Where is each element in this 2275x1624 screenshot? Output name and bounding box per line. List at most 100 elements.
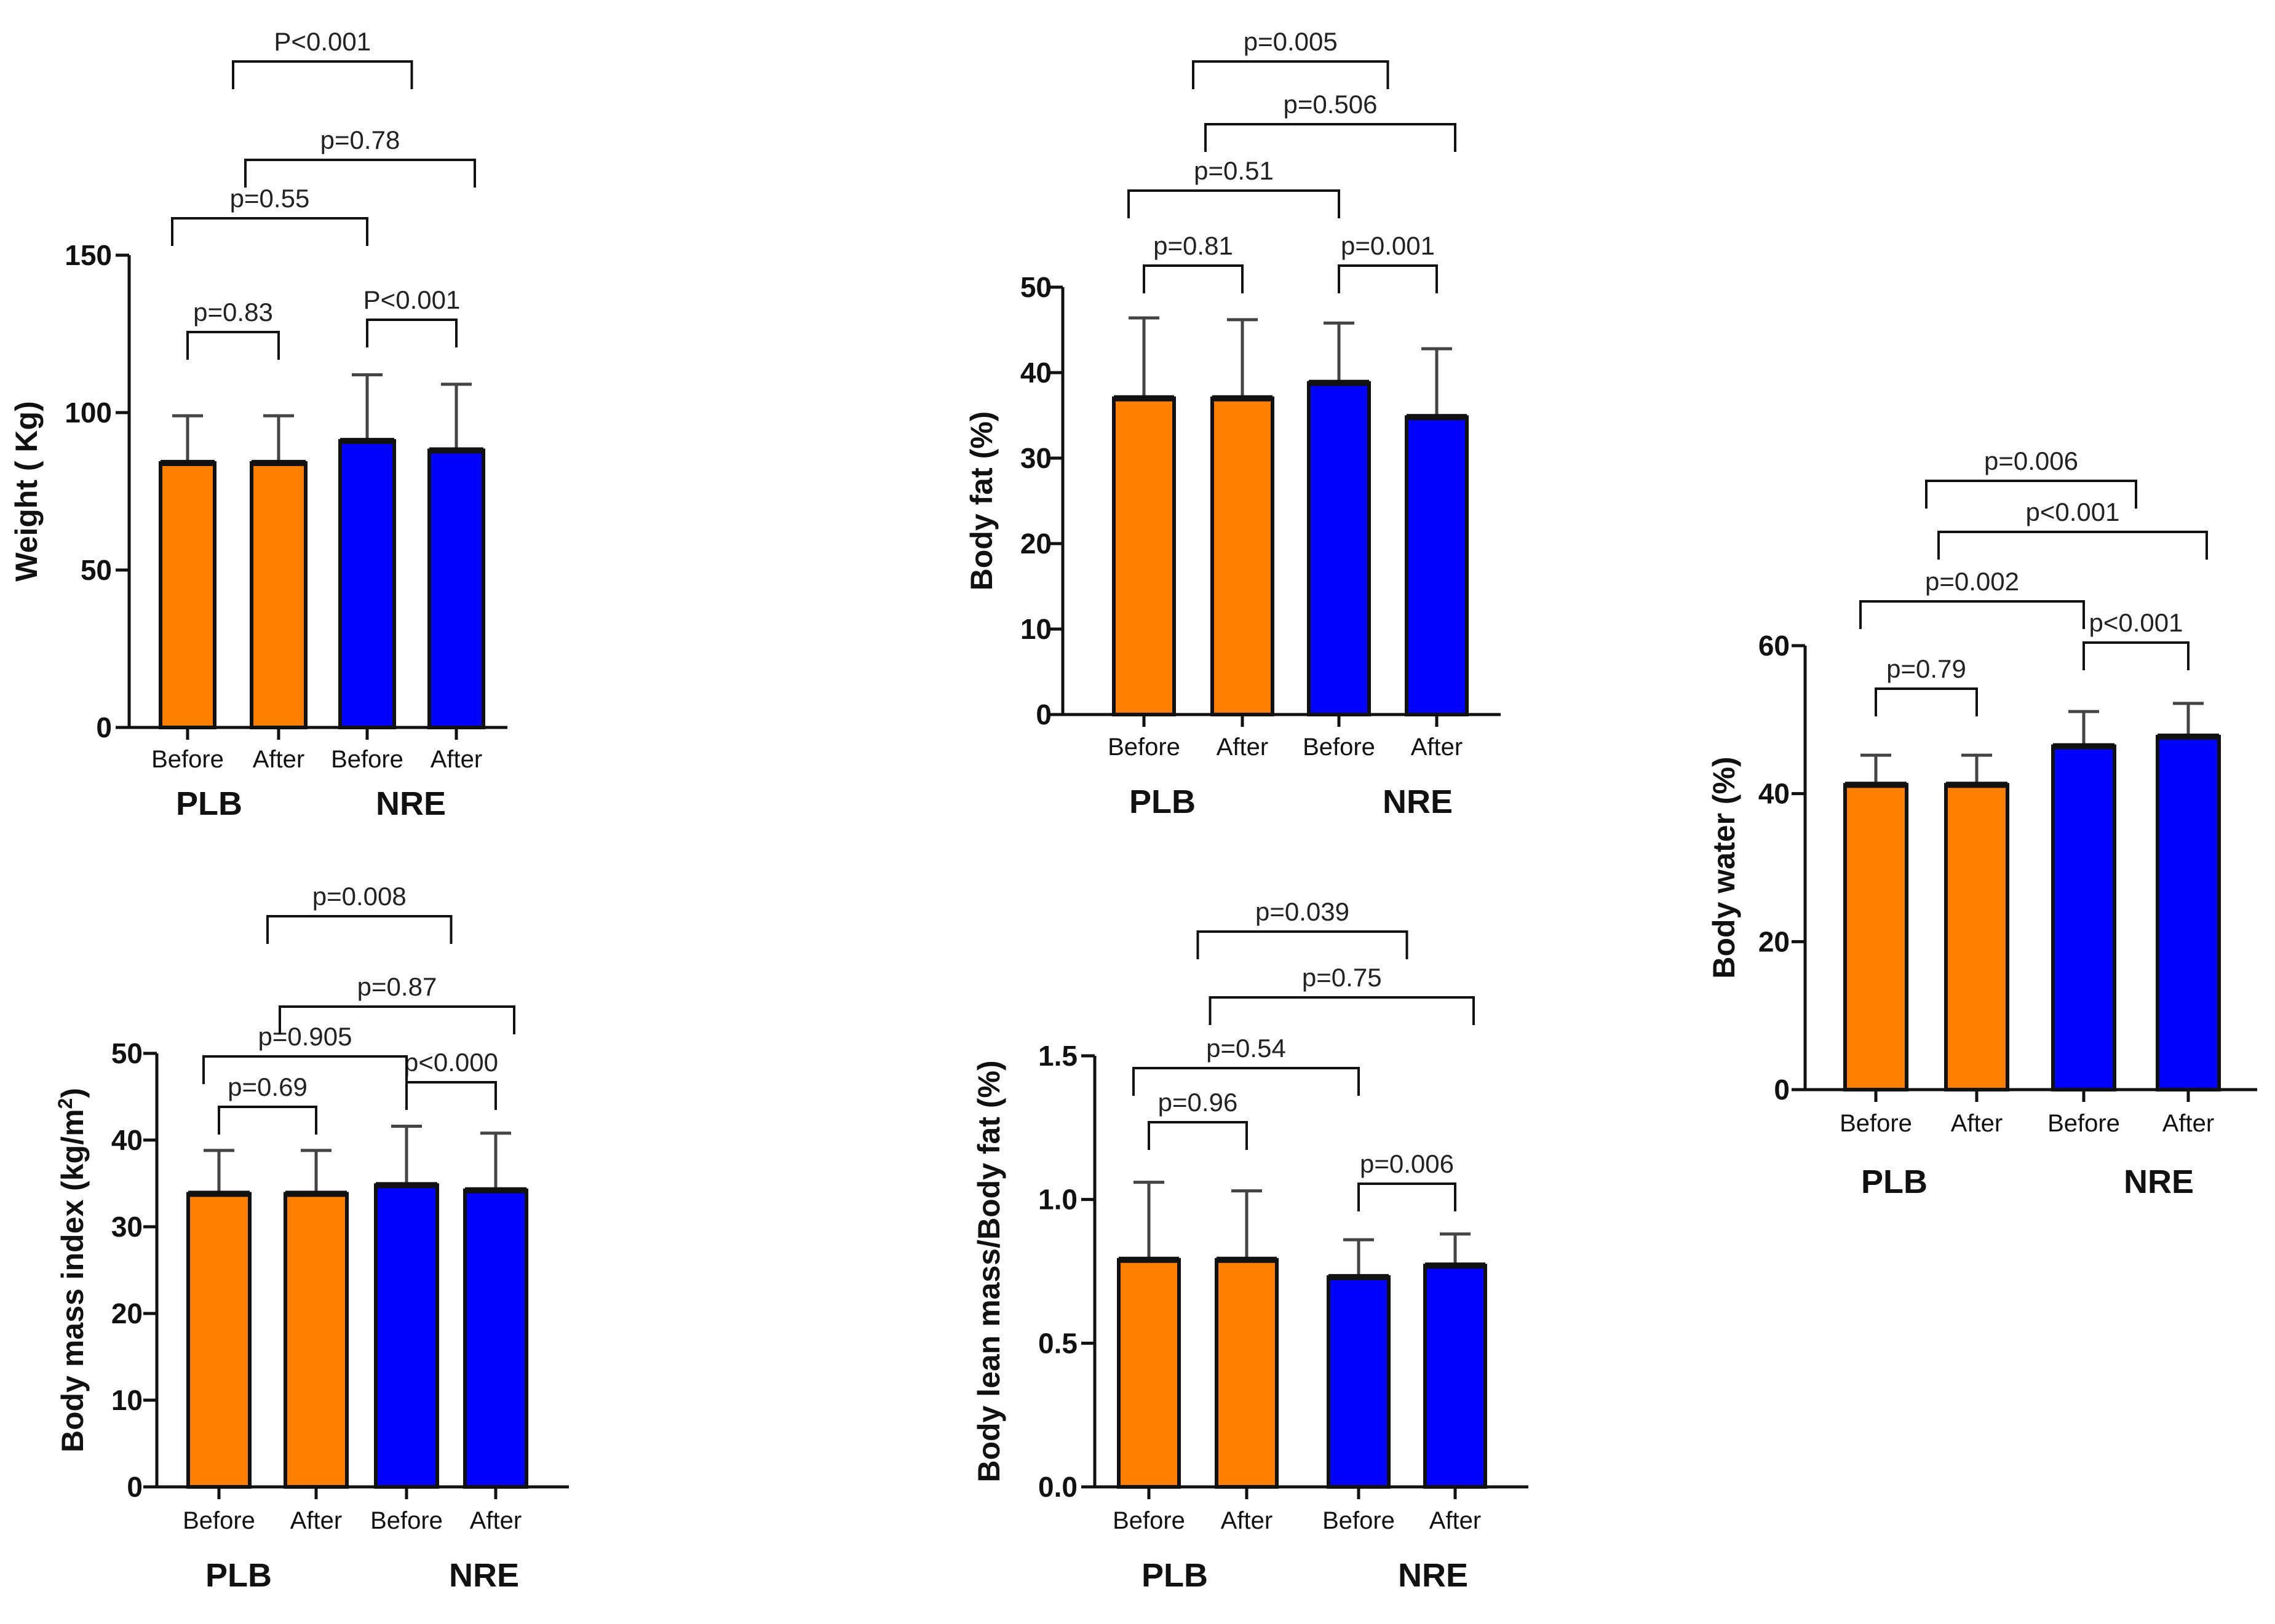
chart-body-fat-category-label: Before [1303,734,1375,761]
chart-body-water-p-value-label: p<0.001 [2089,608,2183,637]
chart-body-fat-y-tick-label: 50 [1020,271,1052,303]
chart-lean-fat-ratio-p-value-label: p=0.75 [1302,963,1382,992]
chart-lean-fat-ratio-bar [1423,1264,1487,1489]
chart-body-water: 0 20 40 60 Body water (%) Before After Before Af… [1707,446,2257,1200]
chart-lean-fat-ratio-p-value-label: p=0.006 [1360,1149,1454,1178]
chart-bmi-category-label: Before [183,1507,255,1534]
chart-bmi-category-label: Before [370,1507,443,1534]
chart-weight-y-axis-title: Weight ( Kg) [9,401,44,581]
chart-bmi-comparison-bracket [202,1055,408,1084]
chart-bmi-comparison-bracket [266,915,453,944]
chart-lean-fat-ratio-category-label: Before [1113,1507,1185,1534]
chart-weight-category-label: Before [331,746,403,773]
chart-weight-y-tick-label: 50 [81,554,112,586]
chart-bmi-comparison-bracket [405,1081,497,1110]
chart-lean-fat-ratio-group-label: PLB [1141,1557,1208,1594]
chart-body-fat-y-tick-label: 20 [1020,528,1052,560]
chart-body-water-y-tick-label: 20 [1758,925,1790,957]
chart-weight-p-value-label: P<0.001 [274,27,371,56]
chart-lean-fat-ratio-comparison-bracket [1357,1182,1456,1211]
chart-weight-category-label: Before [151,746,224,773]
chart-weight-bar [250,461,308,729]
chart-body-fat-p-value-label: p=0.001 [1341,231,1435,260]
chart-body-water-y-tick-label: 60 [1758,630,1790,662]
chart-body-water-y-tick-label: 40 [1758,778,1790,810]
chart-bmi-bar [463,1188,528,1489]
chart-body-water-bar [2051,744,2116,1091]
chart-body-water-comparison-bracket [1859,600,2085,629]
chart-lean-fat-ratio-comparison-bracket [1209,996,1475,1025]
chart-bmi-y-tick-label: 30 [111,1211,143,1243]
chart-bmi-category-label: After [290,1507,342,1534]
chart-body-fat-group-label: NRE [1383,783,1453,820]
chart-body-water-comparison-bracket [1875,687,1978,716]
chart-lean-fat-ratio-comparison-bracket [1148,1121,1248,1150]
chart-body-water-bar [1843,783,1908,1092]
chart-weight-comparison-bracket [186,331,280,360]
chart-lean-fat-ratio-bar [1327,1275,1391,1489]
chart-body-water-y-axis-title: Body water (%) [1707,756,1741,978]
chart-body-fat-comparison-bracket [1143,264,1244,293]
chart-body-fat-category-label: After [1217,734,1268,761]
chart-weight-bar [338,439,396,730]
chart-bmi-p-value-label: p=0.905 [258,1022,352,1051]
chart-weight-group-label: PLB [176,785,242,822]
chart-weight-comparison-bracket [232,60,413,89]
chart-body-water-comparison-bracket [1925,480,2137,509]
chart-lean-fat-ratio-p-value-label: p=0.96 [1158,1088,1238,1117]
chart-bmi-group-label: PLB [205,1557,272,1594]
chart-weight-group-label: NRE [376,785,446,822]
chart-lean-fat-ratio-p-value-label: p=0.54 [1206,1034,1286,1063]
chart-weight-category-label: After [253,746,304,773]
chart-bmi-y-tick-label: 10 [111,1384,143,1416]
chart-lean-fat-ratio-y-tick-label: 1.0 [1038,1184,1078,1216]
chart-body-water-category-label: After [1951,1110,2003,1137]
chart-lean-fat-ratio-group-label: NRE [1398,1557,1468,1594]
chart-body-fat-bar [1210,396,1274,716]
chart-body-fat: 0 10 20 30 40 50 Body fat (%) Before After Before… [964,27,1501,820]
chart-body-water-group-label: NRE [2124,1163,2194,1200]
chart-bmi-p-value-label: p=0.008 [312,882,407,911]
chart-body-fat-comparison-bracket [1127,189,1340,218]
chart-weight-bar [427,448,485,729]
chart-body-water-comparison-bracket [1937,531,2208,560]
chart-body-water-comparison-bracket [2082,641,2190,670]
chart-bmi-y-tick-label: 50 [111,1037,143,1069]
chart-weight-p-value-label: p=0.55 [230,184,310,213]
chart-body-water-bar [1944,783,2009,1092]
chart-bmi-y-tick-label: 0 [127,1471,143,1503]
chart-weight-y-tick-label: 100 [65,397,112,429]
chart-lean-fat-ratio-y-tick-label: 0.0 [1038,1471,1078,1503]
chart-body-fat-p-value-label: p=0.506 [1284,90,1378,119]
chart-body-fat-bar [1405,415,1469,717]
chart-body-fat-comparison-bracket [1204,123,1456,152]
chart-bmi-bar [374,1183,439,1489]
chart-weight-comparison-bracket [171,217,368,246]
chart-lean-fat-ratio: 0.0 0.5 1.0 1.5 Body lean mass/Body fat (%) B… [972,897,1528,1594]
chart-body-fat-y-tick-label: 0 [1036,699,1052,731]
chart-body-water-y-tick-label: 0 [1774,1074,1790,1106]
chart-bmi-bar [284,1192,349,1489]
chart-bmi-bar [186,1192,252,1489]
chart-body-water-group-label: PLB [1861,1163,1928,1200]
chart-lean-fat-ratio-p-value-label: p=0.039 [1255,897,1349,926]
chart-body-fat-category-label: After [1411,734,1463,761]
chart-weight-y-tick-label: 150 [65,239,112,271]
chart-body-fat-p-value-label: p=0.005 [1244,27,1338,56]
chart-bmi-comparison-bracket [218,1106,317,1135]
chart-bmi-comparison-bracket [279,1005,515,1034]
chart-weight-comparison-bracket [366,319,458,347]
chart-body-fat-y-tick-label: 30 [1020,442,1052,474]
chart-body-fat-bar [1112,396,1176,716]
chart-body-fat-group-label: PLB [1129,783,1196,820]
chart-bmi-y-tick-label: 20 [111,1297,143,1329]
chart-lean-fat-ratio-y-tick-label: 1.5 [1038,1040,1078,1072]
chart-lean-fat-ratio-category-label: After [1221,1507,1272,1534]
chart-body-water-category-label: After [2162,1110,2214,1137]
chart-lean-fat-ratio-bar [1117,1258,1181,1489]
chart-body-fat-category-label: Before [1108,734,1180,761]
chart-body-fat-comparison-bracket [1192,60,1389,89]
chart-weight-p-value-label: p=0.83 [193,298,273,327]
chart-lean-fat-ratio-comparison-bracket [1132,1067,1360,1096]
chart-body-water-p-value-label: p=0.79 [1886,654,1966,683]
